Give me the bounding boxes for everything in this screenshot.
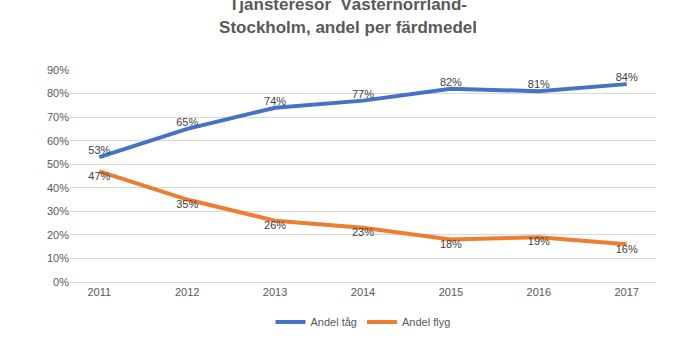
svg-text:74%: 74% bbox=[264, 95, 286, 107]
svg-text:10%: 10% bbox=[47, 252, 69, 264]
svg-text:Tjänsteresor Västernorrland-S: Tjänsteresor Västernorrland-Stockholm, a… bbox=[219, 0, 477, 37]
svg-text:2015: 2015 bbox=[439, 286, 463, 298]
svg-text:16%: 16% bbox=[616, 243, 638, 255]
svg-text:82%: 82% bbox=[440, 76, 462, 88]
svg-text:60%: 60% bbox=[47, 135, 69, 147]
svg-text:80%: 80% bbox=[47, 87, 69, 99]
svg-text:84%: 84% bbox=[616, 71, 638, 83]
svg-text:30%: 30% bbox=[47, 205, 69, 217]
svg-text:0%: 0% bbox=[53, 276, 69, 288]
svg-text:65%: 65% bbox=[176, 116, 198, 128]
svg-text:2017: 2017 bbox=[614, 286, 638, 298]
svg-text:26%: 26% bbox=[264, 219, 286, 231]
svg-text:Andel flyg: Andel flyg bbox=[402, 316, 450, 328]
svg-text:81%: 81% bbox=[528, 78, 550, 90]
svg-text:2016: 2016 bbox=[527, 286, 551, 298]
svg-text:70%: 70% bbox=[47, 111, 69, 123]
svg-text:2014: 2014 bbox=[351, 286, 375, 298]
svg-text:23%: 23% bbox=[352, 226, 374, 238]
svg-text:50%: 50% bbox=[47, 158, 69, 170]
svg-text:77%: 77% bbox=[352, 88, 374, 100]
svg-text:19%: 19% bbox=[528, 235, 550, 247]
svg-text:35%: 35% bbox=[176, 198, 198, 210]
svg-text:40%: 40% bbox=[47, 182, 69, 194]
svg-text:53%: 53% bbox=[88, 144, 110, 156]
svg-text:47%: 47% bbox=[88, 170, 110, 182]
svg-text:90%: 90% bbox=[47, 64, 69, 76]
svg-text:Andel tåg: Andel tåg bbox=[311, 316, 357, 328]
svg-text:2011: 2011 bbox=[87, 286, 111, 298]
svg-text:2012: 2012 bbox=[175, 286, 199, 298]
svg-text:20%: 20% bbox=[47, 229, 69, 241]
svg-text:18%: 18% bbox=[440, 238, 462, 250]
svg-text:2013: 2013 bbox=[263, 286, 287, 298]
